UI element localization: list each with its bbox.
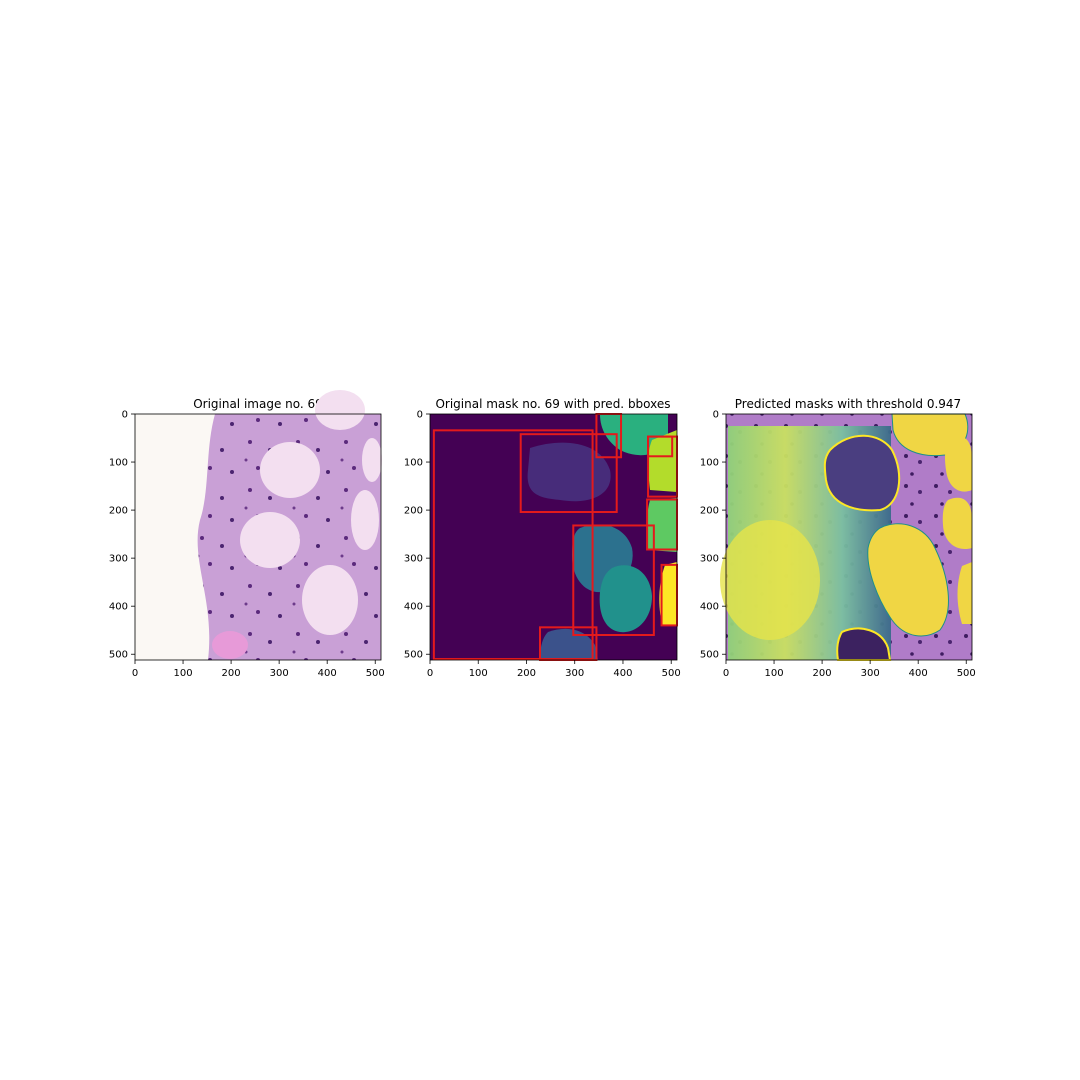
predicted-mask-overlay-image [720, 413, 972, 661]
y-tick-label: 400 [109, 602, 128, 613]
x-axis: 0 100 200 300 400 500 [723, 660, 976, 679]
y-tick-label: 0 [122, 410, 128, 421]
x-tick-label: 300 [861, 668, 880, 679]
y-tick-label: 200 [404, 506, 423, 517]
y-tick-label: 500 [700, 650, 719, 661]
y-tick-label: 300 [404, 554, 423, 565]
segmentation-mask-image [430, 414, 677, 660]
panel-original-mask: Original mask no. 69 with pred. bboxes 0… [404, 397, 681, 679]
x-tick-label: 500 [662, 668, 681, 679]
x-tick-label: 0 [723, 668, 729, 679]
panel-predicted-masks: Predicted masks with threshold 0.947 0 10… [700, 397, 976, 679]
y-tick-label: 300 [700, 554, 719, 565]
x-tick-label: 100 [469, 668, 488, 679]
y-axis: 0 100 200 300 400 500 [700, 410, 726, 661]
panel-title: Original image no. 69 [193, 397, 323, 411]
histology-tissue-image [135, 390, 382, 660]
pred-bbox [519, 433, 618, 514]
panel-title: Predicted masks with threshold 0.947 [735, 397, 961, 411]
y-tick-label: 0 [417, 410, 423, 421]
y-tick-label: 200 [700, 506, 719, 517]
x-tick-label: 400 [909, 668, 928, 679]
y-tick-label: 400 [404, 602, 423, 613]
y-tick-label: 100 [109, 458, 128, 469]
x-tick-label: 500 [366, 668, 385, 679]
x-tick-label: 300 [270, 668, 289, 679]
x-tick-label: 0 [427, 668, 433, 679]
x-axis: 0 100 200 300 400 500 [427, 660, 681, 679]
pred-bbox [572, 524, 655, 637]
axes-frame [429, 413, 678, 661]
axes-frame [134, 413, 382, 661]
y-axis: 0 100 200 300 400 500 [109, 410, 135, 661]
x-tick-label: 300 [565, 668, 584, 679]
panel-title: Original mask no. 69 with pred. bboxes [435, 397, 670, 411]
x-tick-label: 400 [318, 668, 337, 679]
y-tick-label: 0 [713, 410, 719, 421]
y-tick-label: 500 [109, 650, 128, 661]
x-tick-label: 200 [222, 668, 241, 679]
y-tick-label: 200 [109, 506, 128, 517]
x-tick-label: 400 [613, 668, 632, 679]
pred-bbox [432, 429, 594, 661]
x-tick-label: 0 [132, 668, 138, 679]
x-axis: 0 100 200 300 400 500 [132, 660, 385, 679]
x-tick-label: 200 [813, 668, 832, 679]
x-tick-label: 100 [174, 668, 193, 679]
y-tick-label: 300 [109, 554, 128, 565]
axes-frame [725, 413, 973, 661]
y-tick-label: 100 [700, 458, 719, 469]
x-tick-label: 200 [517, 668, 536, 679]
y-axis: 0 100 200 300 400 500 [404, 410, 430, 661]
panel-original-image: Original image no. 69 0 100 200 300 400 500 0… [109, 390, 385, 679]
y-tick-label: 100 [404, 458, 423, 469]
y-tick-label: 400 [700, 602, 719, 613]
x-tick-label: 100 [765, 668, 784, 679]
x-tick-label: 500 [957, 668, 976, 679]
y-tick-label: 500 [404, 650, 423, 661]
